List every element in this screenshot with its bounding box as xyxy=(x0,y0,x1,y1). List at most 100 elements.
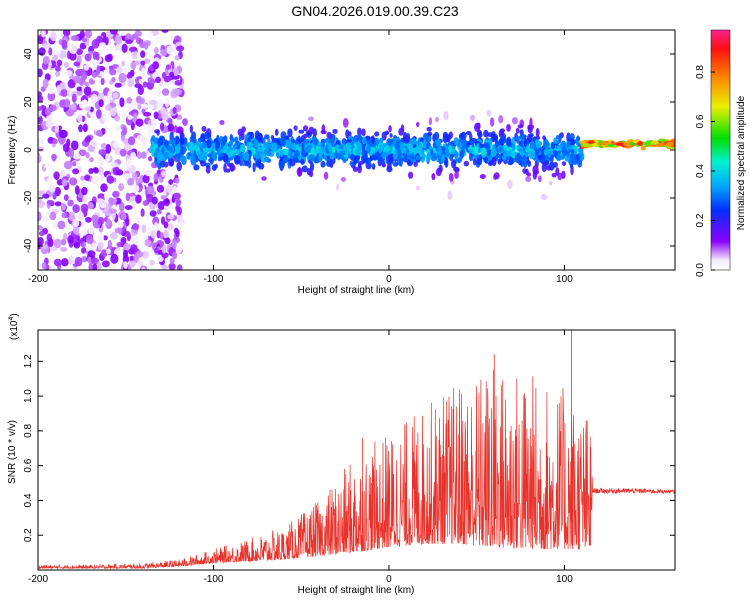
heatmap-cell xyxy=(98,99,104,108)
heatmap-cell xyxy=(541,162,547,173)
heatmap-cell xyxy=(225,168,231,173)
heatmap-cell xyxy=(537,147,542,153)
heatmap-cell xyxy=(525,175,532,183)
heatmap-cell xyxy=(100,77,105,86)
heatmap-cell xyxy=(68,255,73,265)
heatmap-cell xyxy=(102,235,108,241)
heatmap-cell xyxy=(340,177,347,182)
heatmap-cell xyxy=(443,110,449,121)
heatmap-cell xyxy=(179,83,184,90)
heatmap-cell xyxy=(44,96,49,106)
heatmap-cell xyxy=(159,122,165,132)
heatmap-cell xyxy=(38,111,42,118)
heatmap-cell xyxy=(493,172,500,180)
heatmap-cell xyxy=(154,46,159,55)
heatmap-cell xyxy=(161,71,167,79)
heatmap-cell xyxy=(511,117,518,125)
heatmap-cell xyxy=(174,156,179,163)
heatmap-cell xyxy=(577,159,583,168)
heatmap-cell xyxy=(345,129,350,139)
heatmap-cell xyxy=(88,225,94,236)
heatmap-cell xyxy=(566,132,571,142)
heatmap-cell xyxy=(167,123,175,132)
y-multiplier-label: (x104) xyxy=(8,313,20,340)
heatmap-cell xyxy=(562,146,567,157)
heatmap-cell xyxy=(308,126,315,135)
heatmap-cell xyxy=(105,152,111,162)
heatmap-cell xyxy=(361,128,366,137)
heatmap-cell xyxy=(197,151,204,161)
heatmap-cell xyxy=(597,140,604,144)
heatmap-cell xyxy=(271,142,278,152)
heatmap-cell xyxy=(223,163,227,173)
top-y-ticks: -40 -20 0 20 40 xyxy=(23,48,675,253)
heatmap-cell xyxy=(263,149,268,156)
x-tick-label: -200 xyxy=(28,274,48,285)
heatmap-cell xyxy=(117,221,124,229)
heatmap-cell xyxy=(84,30,93,39)
heatmap-cell xyxy=(221,137,225,147)
heatmap-cell xyxy=(399,157,403,167)
heatmap-cell xyxy=(307,144,313,150)
heatmap-cell xyxy=(110,253,119,264)
heatmap-cell xyxy=(96,65,101,75)
heatmap-cell xyxy=(543,139,549,149)
heatmap-cell xyxy=(51,153,57,162)
heatmap-cell xyxy=(300,158,305,165)
heatmap-cell xyxy=(110,161,119,168)
heatmap-cell xyxy=(42,78,49,89)
heatmap-cell xyxy=(164,237,171,245)
heatmap-cell xyxy=(555,134,562,140)
heatmap-cell xyxy=(167,214,175,220)
heatmap-cell xyxy=(108,68,117,76)
heatmap-cell xyxy=(60,169,66,178)
heatmap-cell xyxy=(105,143,112,154)
heatmap-cell xyxy=(395,141,400,151)
heatmap-cell xyxy=(91,175,100,185)
heatmap-cell xyxy=(432,133,436,142)
heatmap-cell xyxy=(100,183,108,193)
heatmap-cell xyxy=(81,99,89,108)
heatmap-cell xyxy=(182,118,188,126)
heatmap-cell xyxy=(99,42,106,48)
heatmap-cell xyxy=(491,156,497,167)
heatmap-cell xyxy=(328,143,333,153)
heatmap-cell xyxy=(112,191,120,198)
heatmap-cell xyxy=(381,131,387,141)
heatmap-cell xyxy=(365,135,370,141)
heatmap-cell xyxy=(302,125,309,132)
heatmap-cell xyxy=(69,52,77,61)
heatmap-cell xyxy=(157,208,162,215)
heatmap-cell xyxy=(169,132,174,142)
heatmap-cell xyxy=(115,197,122,205)
heatmap-cell xyxy=(126,97,133,104)
heatmap-cell xyxy=(87,202,94,210)
heatmap-cell xyxy=(381,162,386,168)
heatmap-cell xyxy=(38,36,44,45)
heatmap-cell xyxy=(143,124,152,130)
heatmap-cell xyxy=(121,60,126,67)
heatmap-cell xyxy=(47,87,55,95)
heatmap-cell xyxy=(45,120,54,128)
heatmap-cell xyxy=(96,261,102,270)
heatmap-cell xyxy=(559,155,565,161)
heatmap-cell xyxy=(665,142,674,147)
heatmap-cell xyxy=(156,89,162,97)
heatmap-cell xyxy=(490,131,496,140)
heatmap-cell xyxy=(137,104,142,110)
heatmap-cell xyxy=(141,67,146,77)
heatmap-cell xyxy=(98,149,107,156)
heatmap-cell xyxy=(161,30,169,33)
x-tick-label: 100 xyxy=(556,274,573,285)
heatmap-cell xyxy=(223,145,229,152)
heatmap-cell xyxy=(56,59,63,67)
heatmap-cell xyxy=(498,146,504,153)
heatmap-cell xyxy=(131,200,137,207)
bottom-y-ticks: 0.2 0.4 0.6 0.8 1.0 1.2 xyxy=(23,354,675,542)
heatmap-cell xyxy=(320,160,326,168)
heatmap-cell xyxy=(534,139,540,148)
colorbar-ticks: 0.0 0.2 0.4 0.6 0.8 xyxy=(695,65,715,277)
heatmap-cell xyxy=(80,71,88,80)
heatmap-cell xyxy=(160,106,166,116)
